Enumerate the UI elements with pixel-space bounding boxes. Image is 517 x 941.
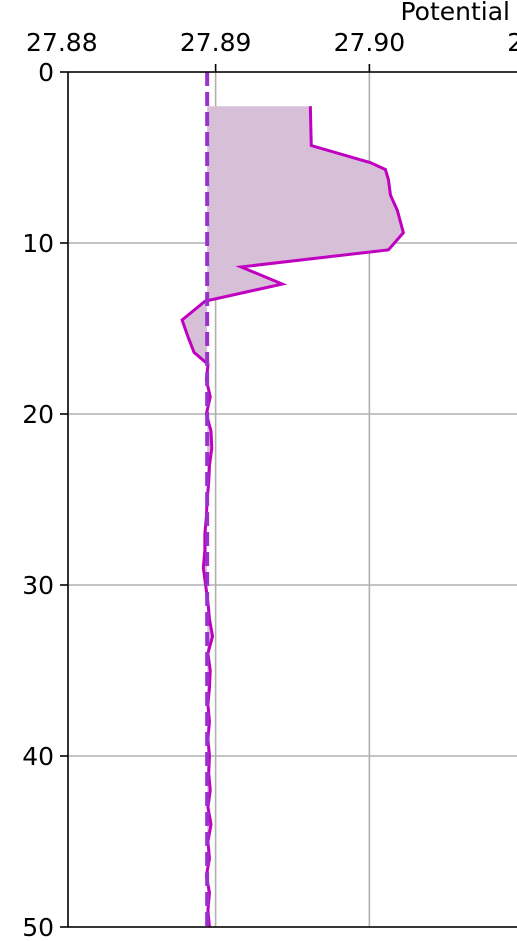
plot-area (180, 72, 406, 927)
axes: 0 10 20 30 40 50 27.88 27.89 27.90 27 (22, 28, 517, 941)
y-tick-label: 20 (22, 400, 54, 429)
x-tick-label: 27 (507, 28, 517, 57)
x-axis-label: Potential (400, 0, 510, 26)
y-tick-label: 40 (22, 742, 54, 771)
y-tick-label: 0 (38, 58, 54, 87)
y-tick-label: 10 (22, 229, 54, 258)
y-tick-label: 30 (22, 571, 54, 600)
fill-area (182, 106, 404, 927)
x-tick-label: 27.90 (334, 28, 406, 57)
x-tick-label: 27.89 (180, 28, 252, 57)
y-tick-label: 50 (22, 913, 54, 941)
x-tick-label: 27.88 (26, 28, 98, 57)
